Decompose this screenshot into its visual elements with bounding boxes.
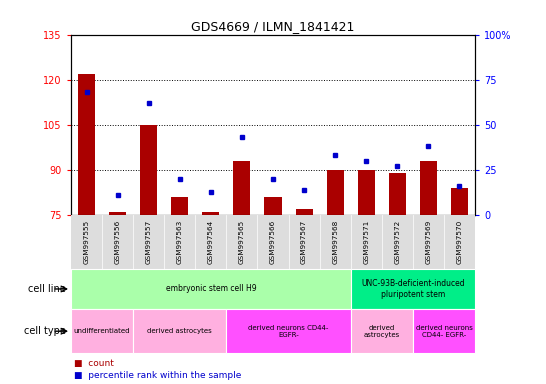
Bar (351, 269, 475, 309)
Text: GSM997564: GSM997564 (208, 219, 214, 263)
Bar (351, 309, 413, 353)
Text: undifferentiated: undifferentiated (74, 328, 130, 334)
Text: GSM997557: GSM997557 (146, 219, 152, 263)
Bar (171, 197, 188, 215)
Title: GDS4669 / ILMN_1841421: GDS4669 / ILMN_1841421 (191, 20, 355, 33)
Text: GSM997567: GSM997567 (301, 219, 307, 263)
Text: GSM997565: GSM997565 (239, 219, 245, 263)
Text: ■  percentile rank within the sample: ■ percentile rank within the sample (74, 371, 241, 379)
Text: cell type: cell type (23, 326, 66, 336)
Bar (71, 309, 133, 353)
Text: cell line: cell line (28, 284, 66, 294)
Text: GSM997563: GSM997563 (177, 219, 183, 263)
Bar (133, 309, 227, 353)
Text: GSM997572: GSM997572 (394, 219, 400, 263)
Bar (140, 125, 157, 215)
Bar (78, 74, 95, 215)
Text: embryonic stem cell H9: embryonic stem cell H9 (165, 285, 256, 293)
Bar (358, 170, 375, 215)
Text: GSM997571: GSM997571 (363, 219, 369, 263)
Bar (389, 173, 406, 215)
Text: ■  count: ■ count (74, 359, 114, 368)
Bar (295, 209, 313, 215)
Bar (202, 212, 219, 215)
Text: derived neurons
CD44- EGFR-: derived neurons CD44- EGFR- (416, 325, 472, 338)
Text: GSM997555: GSM997555 (84, 219, 90, 263)
Bar (233, 161, 251, 215)
Text: GSM997556: GSM997556 (115, 219, 121, 263)
Bar (71, 269, 351, 309)
Text: GSM997570: GSM997570 (456, 219, 462, 263)
Bar (420, 161, 437, 215)
Bar (413, 309, 475, 353)
Text: derived astrocytes: derived astrocytes (147, 328, 212, 334)
Text: derived neurons CD44-
EGFR-: derived neurons CD44- EGFR- (248, 325, 329, 338)
Text: UNC-93B-deficient-induced
pluripotent stem: UNC-93B-deficient-induced pluripotent st… (361, 279, 465, 299)
Text: GSM997569: GSM997569 (425, 219, 431, 263)
Bar (264, 197, 282, 215)
Bar (451, 188, 468, 215)
Bar (327, 170, 343, 215)
Text: GSM997566: GSM997566 (270, 219, 276, 263)
Text: GSM997568: GSM997568 (332, 219, 338, 263)
Bar (109, 212, 126, 215)
Bar (227, 309, 351, 353)
Text: derived
astrocytes: derived astrocytes (364, 325, 400, 338)
